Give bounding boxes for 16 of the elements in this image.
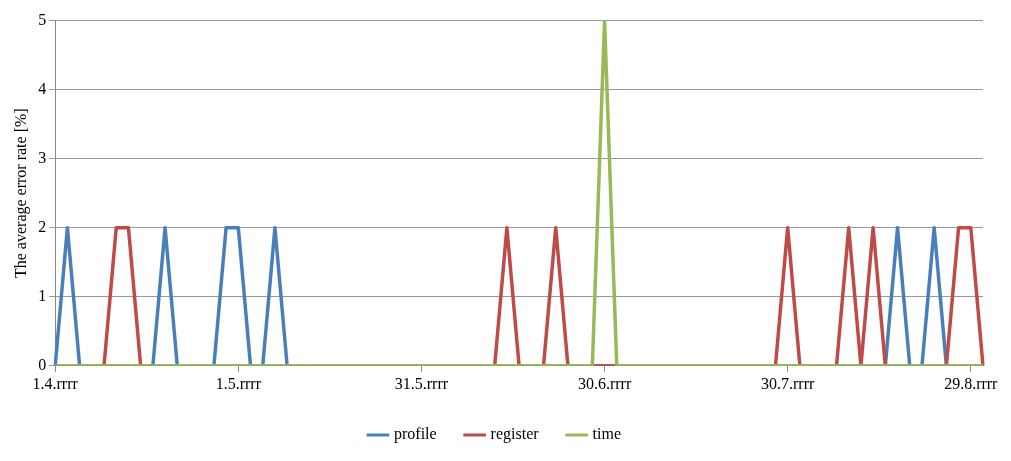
y-tick-label: 1 bbox=[38, 286, 47, 304]
x-tick-label: 31.5.rrrr bbox=[394, 374, 449, 392]
x-tick-label: 30.7.rrrr bbox=[761, 374, 815, 392]
legend-label: register bbox=[490, 425, 540, 444]
x-tick-label: 30.6.rrrr bbox=[577, 374, 632, 392]
y-tick-label: 4 bbox=[38, 79, 47, 97]
y-tick-label: 0 bbox=[38, 356, 47, 373]
y-tick-label: 2 bbox=[38, 217, 47, 235]
y-tick-label: 3 bbox=[38, 148, 47, 166]
legend-label: profile bbox=[393, 425, 437, 444]
x-tick-label: 1.4.rrrr bbox=[32, 374, 79, 392]
legend-label: time bbox=[592, 425, 622, 443]
y-tick-label: 5 bbox=[38, 10, 47, 28]
y-axis-title: The average error rate [%] bbox=[11, 108, 30, 279]
x-tick-label: 1.5.rrrr bbox=[215, 374, 262, 392]
x-tick-label: 29.8.rrrr bbox=[944, 374, 999, 392]
